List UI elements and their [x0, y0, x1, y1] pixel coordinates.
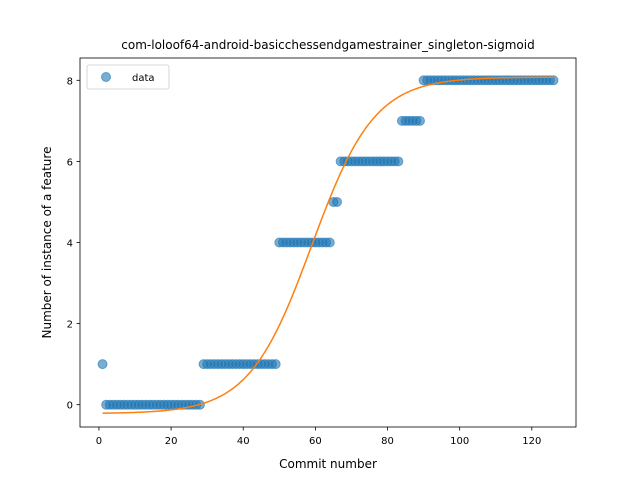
plot-frame — [79, 57, 577, 428]
x-tick-label: 40 — [237, 436, 250, 447]
data-point — [332, 196, 343, 207]
x-tick-label: 100 — [450, 436, 469, 447]
x-tick-label: 80 — [381, 436, 394, 447]
x-tick-label: 20 — [165, 436, 178, 447]
y-tick-label: 8 — [67, 76, 73, 87]
legend: data — [86, 64, 170, 90]
x-tick-label: 120 — [522, 436, 541, 447]
legend-data-marker — [101, 72, 111, 82]
y-axis-label: Number of instance of a feature — [40, 147, 54, 339]
y-axis-ticks: 0 2 4 6 8 — [67, 76, 80, 412]
data-point — [414, 115, 425, 126]
sigmoid-fit-line — [102, 76, 554, 414]
y-tick-label: 0 — [67, 401, 73, 412]
y-tick-label: 6 — [67, 157, 73, 168]
y-tick-label: 4 — [67, 239, 73, 250]
legend-box — [86, 64, 170, 90]
x-axis-ticks: 0 20 40 60 80 100 120 — [96, 427, 541, 447]
data-point — [270, 359, 281, 370]
y-tick-label: 2 — [67, 320, 73, 331]
data-point — [97, 359, 108, 370]
chart-title: com-loloof64-android-basicchessendgamest… — [121, 38, 534, 52]
x-tick-label: 60 — [309, 436, 322, 447]
data-point — [324, 237, 335, 248]
x-axis-label: Commit number — [279, 457, 377, 471]
data-point — [393, 156, 404, 167]
data-point — [548, 75, 559, 86]
x-tick-label: 0 — [96, 436, 102, 447]
legend-data-label: data — [132, 73, 155, 84]
